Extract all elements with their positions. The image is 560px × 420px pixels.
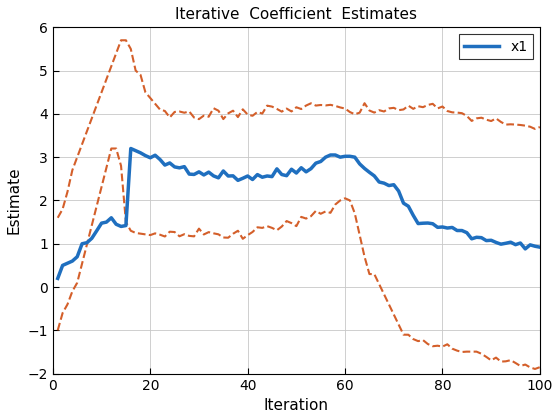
x1 — [171, 164, 178, 169]
Y-axis label: Estimate: Estimate — [7, 167, 22, 234]
Legend: x1: x1 — [459, 34, 533, 59]
x1 — [54, 276, 61, 281]
x1 — [517, 241, 524, 246]
x1 — [152, 153, 158, 158]
x1 — [128, 146, 134, 151]
x1 — [502, 241, 509, 246]
Line: x1: x1 — [58, 149, 540, 278]
x1 — [536, 245, 543, 250]
Title: Iterative  Coefficient  Estimates: Iterative Coefficient Estimates — [175, 7, 417, 22]
x1 — [307, 166, 314, 171]
x1 — [347, 154, 353, 159]
X-axis label: Iteration: Iteration — [264, 398, 329, 413]
